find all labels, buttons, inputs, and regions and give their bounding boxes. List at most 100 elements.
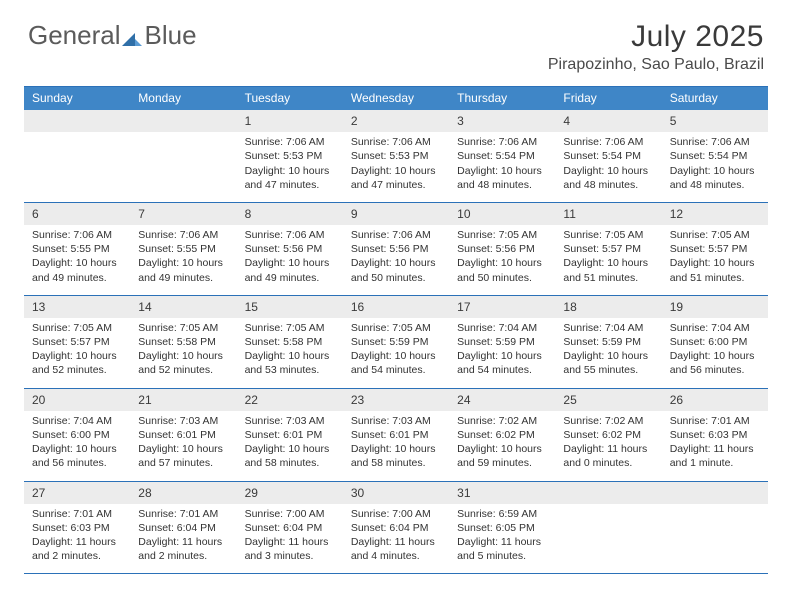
sunrise-line: Sunrise: 7:06 AM — [245, 135, 335, 149]
sunset-line: Sunset: 6:04 PM — [351, 521, 441, 535]
sunrise-line: Sunrise: 7:06 AM — [245, 228, 335, 242]
day-number-cell — [662, 482, 768, 504]
sunset-line: Sunset: 6:01 PM — [351, 428, 441, 442]
day-detail-cell: Sunrise: 7:03 AMSunset: 6:01 PMDaylight:… — [343, 411, 449, 481]
day-number-cell: 31 — [449, 482, 555, 504]
day-number: 4 — [563, 114, 570, 128]
sunset-line: Sunset: 5:59 PM — [351, 335, 441, 349]
daylight-line: Daylight: 10 hours and 48 minutes. — [670, 164, 760, 192]
day-number-cell: 22 — [237, 389, 343, 411]
sunset-line: Sunset: 5:59 PM — [457, 335, 547, 349]
sunset-line: Sunset: 5:56 PM — [351, 242, 441, 256]
day-number: 18 — [563, 300, 576, 314]
day-number-cell — [24, 110, 130, 132]
daylight-line: Daylight: 11 hours and 1 minute. — [670, 442, 760, 470]
day-number-cell: 8 — [237, 203, 343, 225]
day-number: 25 — [563, 393, 576, 407]
day-number-cell: 14 — [130, 296, 236, 318]
sunset-line: Sunset: 5:57 PM — [32, 335, 122, 349]
day-number: 19 — [670, 300, 683, 314]
sunset-line: Sunset: 5:53 PM — [351, 149, 441, 163]
daylight-line: Daylight: 10 hours and 53 minutes. — [245, 349, 335, 377]
daylight-line: Daylight: 10 hours and 55 minutes. — [563, 349, 653, 377]
dow-wed: Wednesday — [343, 87, 449, 110]
detail-row: Sunrise: 7:01 AMSunset: 6:03 PM Daylight:… — [24, 504, 768, 575]
day-detail-cell: Sunrise: 7:06 AMSunset: 5:54 PMDaylight:… — [555, 132, 661, 202]
sunset-line: Sunset: 6:02 PM — [457, 428, 547, 442]
sunrise-line: Sunrise: 7:05 AM — [351, 321, 441, 335]
day-detail-cell: Sunrise: 7:02 AMSunset: 6:02 PMDaylight:… — [555, 411, 661, 481]
sunset-line: Sunset: 5:58 PM — [138, 335, 228, 349]
dow-thu: Thursday — [449, 87, 555, 110]
day-number: 10 — [457, 207, 470, 221]
day-number: 2 — [351, 114, 358, 128]
day-number-cell: 5 — [662, 110, 768, 132]
page-title: July 2025 — [548, 20, 764, 54]
sunset-line: Sunset: 5:57 PM — [670, 242, 760, 256]
day-detail-cell: Sunrise: 7:06 AMSunset: 5:54 PMDaylight:… — [449, 132, 555, 202]
day-number: 11 — [563, 207, 575, 221]
sunset-line: Sunset: 6:04 PM — [245, 521, 335, 535]
sunset-line: Sunset: 5:54 PM — [563, 149, 653, 163]
dow-fri: Friday — [555, 87, 661, 110]
day-number: 15 — [245, 300, 258, 314]
daylight-line: Daylight: 10 hours and 56 minutes. — [32, 442, 122, 470]
day-number-cell: 21 — [130, 389, 236, 411]
daylight-line: Daylight: 10 hours and 49 minutes. — [245, 256, 335, 284]
calendar-body: 12345Sunrise: 7:06 AMSunset: 5:53 PMDayl… — [24, 110, 768, 574]
day-number-cell: 23 — [343, 389, 449, 411]
day-number: 17 — [457, 300, 470, 314]
sunset-line: Sunset: 5:58 PM — [245, 335, 335, 349]
day-detail-cell: Sunrise: 7:00 AMSunset: 6:04 PMDaylight:… — [343, 504, 449, 574]
daylight-line: Daylight: 10 hours and 54 minutes. — [457, 349, 547, 377]
day-number-cell: 1 — [237, 110, 343, 132]
daynum-row: 6789101112 — [24, 203, 768, 225]
sunset-line: Sunset: 6:00 PM — [670, 335, 760, 349]
day-number-cell: 3 — [449, 110, 555, 132]
daylight-line: Daylight: 11 hours and 2 minutes. — [138, 535, 228, 563]
sunrise-line: Sunrise: 7:05 AM — [32, 321, 122, 335]
sunrise-line: Sunrise: 7:06 AM — [670, 135, 760, 149]
day-number: 1 — [245, 114, 252, 128]
daylight-line: Daylight: 11 hours and 4 minutes. — [351, 535, 441, 563]
day-detail-cell: Sunrise: 7:05 AMSunset: 5:58 PMDaylight:… — [130, 318, 236, 388]
day-detail-cell — [130, 132, 236, 202]
sunrise-line: Sunrise: 7:01 AM — [32, 507, 122, 521]
day-detail-cell: Sunrise: 7:03 AMSunset: 6:01 PMDaylight:… — [237, 411, 343, 481]
daylight-line: Daylight: 10 hours and 48 minutes. — [457, 164, 547, 192]
sunset-line: Sunset: 6:02 PM — [563, 428, 653, 442]
header: GeneralBlue July 2025 Pirapozinho, Sao P… — [0, 0, 792, 80]
sunrise-line: Sunrise: 7:06 AM — [351, 135, 441, 149]
sunset-line: Sunset: 5:54 PM — [670, 149, 760, 163]
daynum-row: 20212223242526 — [24, 389, 768, 411]
day-detail-cell: Sunrise: 7:01 AMSunset: 6:03 PMDaylight:… — [24, 504, 130, 574]
day-detail-cell: Sunrise: 7:06 AMSunset: 5:55 PMDaylight:… — [130, 225, 236, 295]
day-detail-cell: Sunrise: 7:05 AMSunset: 5:59 PMDaylight:… — [343, 318, 449, 388]
sunset-line: Sunset: 6:03 PM — [32, 521, 122, 535]
day-number-cell: 30 — [343, 482, 449, 504]
day-number: 24 — [457, 393, 470, 407]
sunrise-line: Sunrise: 7:06 AM — [563, 135, 653, 149]
daylight-line: Daylight: 10 hours and 58 minutes. — [351, 442, 441, 470]
sunrise-line: Sunrise: 7:06 AM — [457, 135, 547, 149]
day-number-cell: 29 — [237, 482, 343, 504]
day-detail-cell: Sunrise: 7:06 AMSunset: 5:56 PMDaylight:… — [237, 225, 343, 295]
sunset-line: Sunset: 5:55 PM — [138, 242, 228, 256]
daylight-line: Daylight: 10 hours and 57 minutes. — [138, 442, 228, 470]
day-number: 22 — [245, 393, 258, 407]
daylight-line: Daylight: 10 hours and 47 minutes. — [245, 164, 335, 192]
sunrise-line: Sunrise: 7:06 AM — [32, 228, 122, 242]
day-number: 5 — [670, 114, 677, 128]
day-number-cell: 19 — [662, 296, 768, 318]
day-number: 14 — [138, 300, 151, 314]
day-detail-cell: Sunrise: 7:02 AMSunset: 6:02 PMDaylight:… — [449, 411, 555, 481]
page-subtitle: Pirapozinho, Sao Paulo, Brazil — [548, 56, 764, 74]
calendar: Sunday Monday Tuesday Wednesday Thursday… — [24, 86, 768, 574]
day-number: 7 — [138, 207, 145, 221]
day-number-cell: 9 — [343, 203, 449, 225]
sunrise-line: Sunrise: 7:04 AM — [563, 321, 653, 335]
dow-tue: Tuesday — [237, 87, 343, 110]
day-number-cell: 16 — [343, 296, 449, 318]
daylight-line: Daylight: 10 hours and 50 minutes. — [457, 256, 547, 284]
day-detail-cell: Sunrise: 7:00 AMSunset: 6:04 PMDaylight:… — [237, 504, 343, 574]
